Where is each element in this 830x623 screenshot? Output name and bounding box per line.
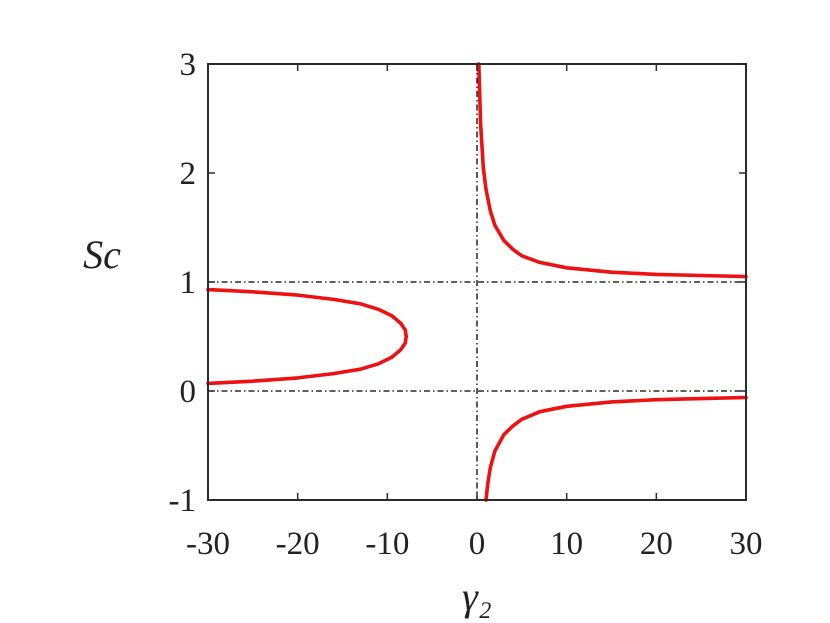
x-tick-label-5: 20: [640, 526, 673, 562]
series-curve-1: [477, 62, 748, 279]
x-tick-label-0: -30: [186, 526, 230, 562]
axis-ticks: [207, 63, 747, 501]
x-tick-label-3: 0: [469, 526, 486, 562]
x-axis-label: γ₂: [462, 574, 492, 619]
plot-area: [206, 62, 748, 502]
x-tick-label-1: -20: [276, 526, 320, 562]
x-tick-labels: -30 -20 -10 0 10 20 30: [186, 526, 763, 562]
y-tick-labels: -1 0 1 2 3: [169, 47, 197, 519]
y-tick-label-1: 0: [180, 374, 197, 410]
data-curves: [206, 62, 748, 502]
x-tick-label-2: -10: [365, 526, 409, 562]
y-axis-label: Sc: [83, 232, 121, 277]
series-curve-2: [484, 395, 748, 502]
y-tick-label-3: 2: [180, 156, 197, 192]
series-curve-0: [206, 287, 408, 386]
y-tick-label-4: 3: [180, 47, 197, 83]
y-tick-label-2: 1: [180, 265, 197, 301]
reference-lines: [208, 64, 746, 500]
x-tick-label-6: 30: [730, 526, 763, 562]
y-tick-label-0: -1: [169, 483, 197, 519]
x-tick-label-4: 10: [550, 526, 583, 562]
